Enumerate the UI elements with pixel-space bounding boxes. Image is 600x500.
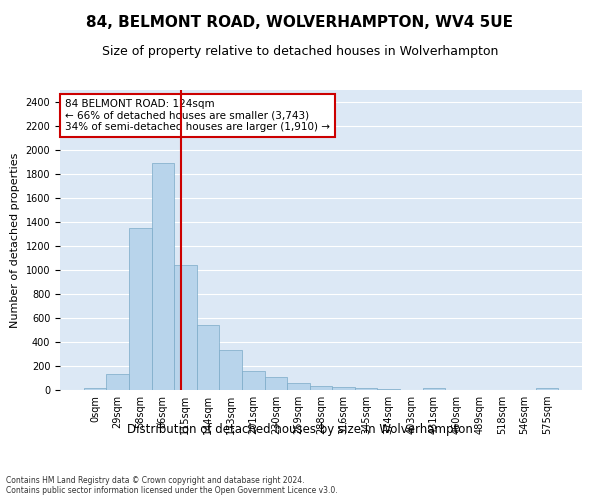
Text: Size of property relative to detached houses in Wolverhampton: Size of property relative to detached ho… [102,45,498,58]
Bar [152,163,174,390]
Bar [129,228,152,390]
Text: Contains HM Land Registry data © Crown copyright and database right 2024.
Contai: Contains HM Land Registry data © Crown c… [6,476,338,495]
Bar [422,388,445,390]
Bar [106,374,129,390]
Bar [220,350,242,390]
Bar [197,325,220,390]
Text: 84 BELMONT ROAD: 124sqm
← 66% of detached houses are smaller (3,743)
34% of semi: 84 BELMONT ROAD: 124sqm ← 66% of detache… [65,99,330,132]
Bar [84,388,106,390]
Bar [536,388,558,390]
Bar [287,383,310,390]
Bar [174,265,197,390]
Bar [265,377,287,390]
Bar [310,386,332,390]
Text: 84, BELMONT ROAD, WOLVERHAMPTON, WV4 5UE: 84, BELMONT ROAD, WOLVERHAMPTON, WV4 5UE [86,15,514,30]
Bar [355,388,377,390]
Y-axis label: Number of detached properties: Number of detached properties [10,152,20,328]
Bar [332,387,355,390]
Text: Distribution of detached houses by size in Wolverhampton: Distribution of detached houses by size … [127,422,473,436]
Bar [242,371,265,390]
